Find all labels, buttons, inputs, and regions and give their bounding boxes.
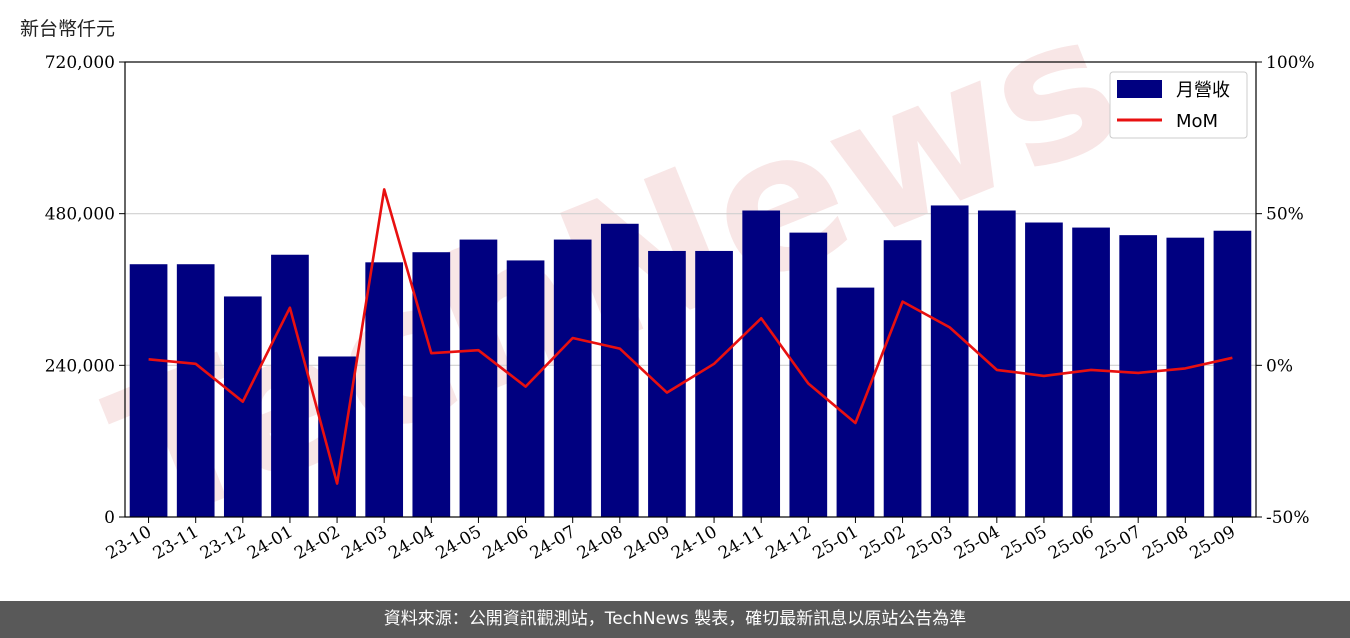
revenue-bar bbox=[176, 264, 215, 517]
revenue-bar bbox=[977, 210, 1016, 517]
right-tick-label: 100% bbox=[1266, 53, 1315, 73]
x-tick-label: 25-04 bbox=[951, 522, 1003, 564]
x-tick-label: 24-05 bbox=[432, 522, 484, 564]
x-tick-label: 25-09 bbox=[1186, 522, 1238, 564]
revenue-bar bbox=[129, 264, 168, 517]
revenue-bar bbox=[553, 239, 592, 517]
x-tick-label: 25-02 bbox=[857, 522, 909, 564]
x-tick-label: 24-09 bbox=[621, 522, 673, 564]
x-tick-label: 24-12 bbox=[762, 522, 814, 564]
revenue-bar bbox=[1025, 222, 1063, 517]
revenue-bar bbox=[1213, 230, 1252, 517]
revenue-bar bbox=[695, 250, 733, 517]
right-tick-label: -50% bbox=[1266, 508, 1310, 528]
revenue-bar bbox=[789, 232, 828, 517]
revenue-bar bbox=[459, 239, 498, 517]
mom-line-group bbox=[148, 188, 1233, 485]
x-tick-label: 24-06 bbox=[480, 522, 532, 564]
revenue-bar bbox=[1119, 235, 1158, 517]
right-tick-label: 50% bbox=[1266, 205, 1304, 225]
x-tick-label: 24-02 bbox=[291, 522, 343, 564]
right-axis: -50% 0% 50% 100% bbox=[1256, 53, 1315, 528]
x-tick-label: 25-07 bbox=[1092, 522, 1144, 564]
left-tick-label: 720,000 bbox=[45, 53, 115, 73]
legend-label-revenue: 月營收 bbox=[1176, 80, 1230, 101]
revenue-bar bbox=[930, 205, 969, 517]
left-tick-label: 240,000 bbox=[45, 356, 115, 376]
x-tick-label: 25-03 bbox=[904, 522, 956, 564]
legend: 月營收 MoM bbox=[1109, 71, 1248, 139]
grid-lines bbox=[125, 213, 1256, 366]
x-tick-label: 24-10 bbox=[668, 522, 720, 564]
y-axis-unit-label: 新台幣仟元 bbox=[20, 18, 116, 40]
revenue-bar bbox=[365, 262, 404, 517]
x-tick-label: 25-05 bbox=[998, 522, 1050, 564]
legend-label-mom: MoM bbox=[1176, 111, 1218, 132]
revenue-bar bbox=[883, 240, 922, 518]
plot-frame bbox=[124, 61, 1257, 518]
x-tick-label: 24-08 bbox=[574, 522, 626, 564]
revenue-bar bbox=[742, 210, 781, 517]
x-tick-label: 24-11 bbox=[715, 522, 767, 564]
legend-bar-swatch bbox=[1117, 80, 1162, 98]
x-tick-label: 24-04 bbox=[385, 522, 437, 564]
revenue-bar bbox=[506, 260, 545, 517]
right-tick-label: 0% bbox=[1266, 356, 1293, 376]
x-tick-label: 25-06 bbox=[1045, 522, 1097, 564]
revenue-bar bbox=[1166, 237, 1205, 518]
x-tick-label: 24-07 bbox=[527, 522, 579, 564]
revenue-bar bbox=[836, 287, 875, 517]
mom-line bbox=[148, 188, 1233, 485]
x-tick-label: 24-03 bbox=[338, 522, 390, 564]
left-tick-label: 0 bbox=[104, 508, 115, 528]
x-tick-label: 25-08 bbox=[1139, 522, 1191, 564]
revenue-bar bbox=[412, 252, 451, 517]
x-tick-label: 23-10 bbox=[103, 522, 155, 564]
left-tick-label: 480,000 bbox=[45, 205, 115, 225]
x-tick-label: 25-01 bbox=[809, 522, 861, 564]
revenue-bar bbox=[600, 223, 639, 517]
source-footer: 資料來源：公開資訊觀測站，TechNews 製表，確切最新訊息以原站公告為準 bbox=[0, 601, 1350, 638]
bars-group bbox=[129, 205, 1252, 518]
revenue-bar bbox=[271, 254, 309, 518]
left-axis: 0 240,000 480,000 720,000 bbox=[45, 53, 125, 528]
revenue-bar bbox=[223, 296, 262, 517]
